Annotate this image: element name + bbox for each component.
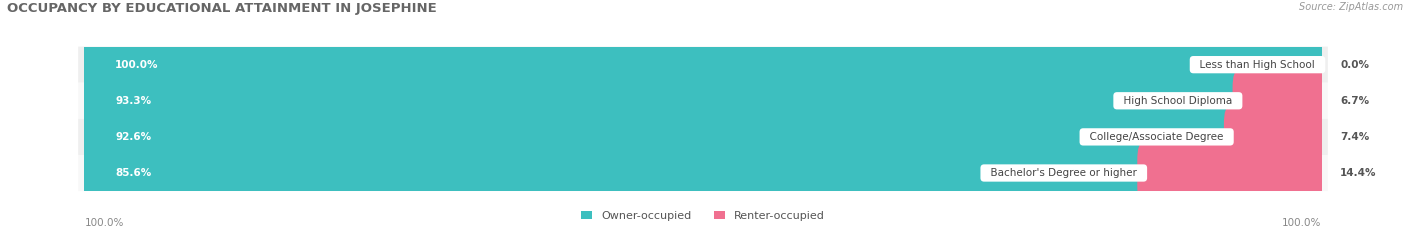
Text: 6.7%: 6.7% bbox=[1340, 96, 1369, 106]
FancyBboxPatch shape bbox=[79, 119, 1327, 155]
FancyBboxPatch shape bbox=[79, 106, 1236, 168]
Text: 14.4%: 14.4% bbox=[1340, 168, 1376, 178]
Text: 0.0%: 0.0% bbox=[1340, 60, 1369, 70]
Text: 85.6%: 85.6% bbox=[115, 168, 152, 178]
Text: 92.6%: 92.6% bbox=[115, 132, 152, 142]
FancyBboxPatch shape bbox=[79, 70, 1244, 132]
Text: College/Associate Degree: College/Associate Degree bbox=[1083, 132, 1230, 142]
FancyBboxPatch shape bbox=[79, 142, 1327, 204]
FancyBboxPatch shape bbox=[1137, 142, 1327, 204]
Legend: Owner-occupied, Renter-occupied: Owner-occupied, Renter-occupied bbox=[576, 206, 830, 225]
FancyBboxPatch shape bbox=[79, 106, 1327, 168]
FancyBboxPatch shape bbox=[79, 83, 1327, 119]
FancyBboxPatch shape bbox=[79, 155, 1327, 191]
FancyBboxPatch shape bbox=[79, 34, 1327, 96]
Text: Source: ZipAtlas.com: Source: ZipAtlas.com bbox=[1299, 2, 1403, 12]
Text: 7.4%: 7.4% bbox=[1340, 132, 1369, 142]
FancyBboxPatch shape bbox=[79, 34, 1327, 96]
Text: 100.0%: 100.0% bbox=[1282, 218, 1322, 228]
FancyBboxPatch shape bbox=[79, 47, 1327, 83]
Text: High School Diploma: High School Diploma bbox=[1116, 96, 1239, 106]
Text: Less than High School: Less than High School bbox=[1194, 60, 1322, 70]
FancyBboxPatch shape bbox=[79, 70, 1327, 132]
FancyBboxPatch shape bbox=[1233, 70, 1327, 132]
Text: Bachelor's Degree or higher: Bachelor's Degree or higher bbox=[984, 168, 1143, 178]
FancyBboxPatch shape bbox=[1223, 106, 1327, 168]
FancyBboxPatch shape bbox=[79, 142, 1150, 204]
Text: 100.0%: 100.0% bbox=[84, 218, 124, 228]
Text: 93.3%: 93.3% bbox=[115, 96, 152, 106]
Text: OCCUPANCY BY EDUCATIONAL ATTAINMENT IN JOSEPHINE: OCCUPANCY BY EDUCATIONAL ATTAINMENT IN J… bbox=[7, 2, 437, 15]
Text: 100.0%: 100.0% bbox=[115, 60, 159, 70]
